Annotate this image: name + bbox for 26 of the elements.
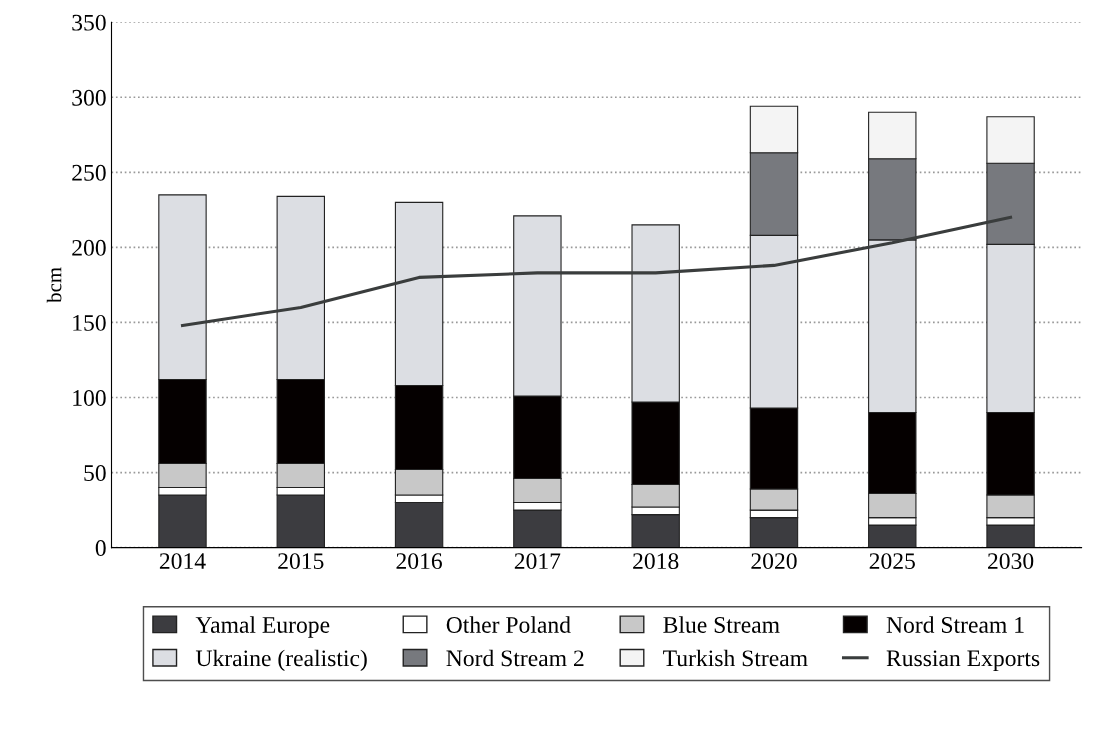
x-tick-label: 2025 <box>869 553 915 570</box>
legend-label: Turkish Stream <box>663 649 808 667</box>
x-tick-label: 2014 <box>159 553 206 570</box>
x-tick-label: 2030 <box>988 553 1034 570</box>
x-tick-label: 2017 <box>514 553 561 570</box>
x-tick-label: 2018 <box>633 553 679 570</box>
legend-label: Blue Stream <box>663 616 780 633</box>
legend-label: Nord Stream 1 <box>886 616 1024 633</box>
x-tick-label: 2020 <box>751 553 797 570</box>
y-tick-label: 100 <box>73 389 106 406</box>
legend-label: Ukraine (realistic) <box>195 649 367 672</box>
legend-label: Yamal Europe <box>195 616 330 638</box>
x-tick-label: 2016 <box>396 553 442 570</box>
legend-label: Nord Stream 2 <box>446 649 584 667</box>
y-tick-label: 350 <box>72 14 106 31</box>
y-axis-title: bcm <box>46 267 62 303</box>
x-tick-label: 2015 <box>278 553 324 570</box>
line-series <box>180 215 1013 327</box>
legend-label: Russian Exports <box>886 650 1040 672</box>
y-tick-label: 0 <box>95 540 106 557</box>
y-tick-label: 250 <box>72 164 106 181</box>
y-tick-label: 300 <box>72 89 106 106</box>
legend-label: Other Poland <box>446 616 571 633</box>
y-tick-label: 200 <box>72 239 106 256</box>
y-tick-label: 50 <box>84 465 106 481</box>
y-tick-label: 150 <box>73 314 106 331</box>
